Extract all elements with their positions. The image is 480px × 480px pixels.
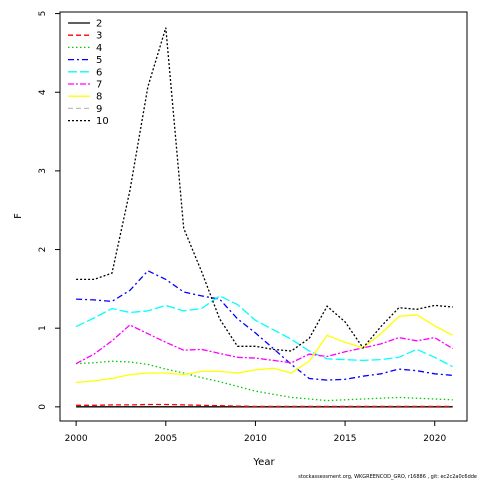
series-line-10 [76,27,453,352]
legend-label-4: 4 [96,43,102,54]
series-layer [75,27,454,408]
legend-label-3: 3 [96,31,102,42]
legend-label-9: 9 [96,104,102,115]
series-line-7 [75,324,454,365]
legend-label-5: 5 [96,55,102,66]
y-tick-label: 1 [38,325,48,331]
x-tick-label: 2010 [244,434,267,444]
series-line-3 [76,403,453,408]
y-tick-label: 2 [38,247,48,253]
y-tick-label: 3 [38,168,48,174]
y-tick-label: 0 [38,404,48,410]
y-axis: 0 1 2 3 4 5 [38,11,61,410]
legend-label-7: 7 [96,80,102,91]
footer-source: stockassessment.org, WKGREENCOD_GRO, r16… [298,474,477,480]
x-axis: 2000 2005 2010 2015 2020 [65,420,446,444]
x-tick-label: 2005 [154,434,177,444]
y-tick-label: 4 [38,89,48,95]
series-line-8 [76,314,454,384]
legend-label-8: 8 [96,92,102,103]
x-tick-label: 2020 [423,434,446,444]
legend-label-2: 2 [96,19,102,30]
series-line-5 [76,270,453,381]
legend-label-10: 10 [96,116,109,127]
legend-label-6: 6 [96,67,102,78]
series-line-6 [75,295,454,368]
y-axis-title: F [13,213,24,219]
y-tick-label: 5 [38,11,48,17]
x-tick-label: 2000 [65,434,88,444]
x-axis-title: Year [252,457,275,468]
series-line-4 [76,360,453,402]
x-tick-label: 2015 [334,434,357,444]
